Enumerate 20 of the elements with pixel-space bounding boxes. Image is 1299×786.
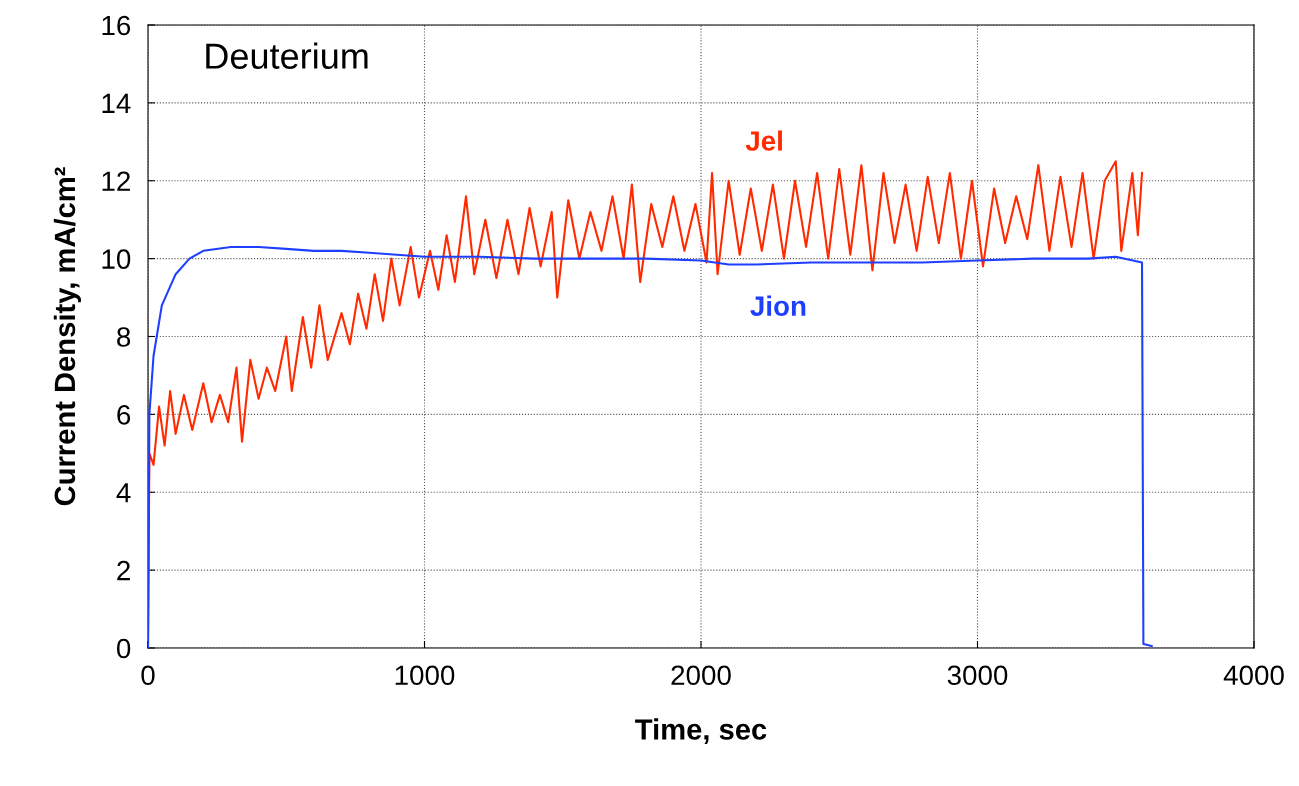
y-tick-label: 6	[117, 405, 131, 425]
y-tick-label: 0	[116, 638, 131, 659]
x-tick-label: 1000	[395, 665, 455, 686]
y-tick-label: 8	[117, 327, 131, 347]
x-tick-label: 2000	[671, 665, 731, 686]
x-tick-label: 3000	[947, 665, 1008, 686]
y-tick-label: 4	[116, 483, 131, 503]
y-axis-title: Current Density, mA/cm²	[53, 167, 81, 506]
y-tick-label: 10	[102, 249, 131, 269]
annotation: Deuterium	[206, 42, 368, 69]
y-tick-label: 12	[102, 171, 130, 191]
y-tick-label: 14	[102, 93, 131, 113]
x-tick-label: 4000	[1223, 665, 1284, 686]
series-label: Jion	[750, 295, 806, 316]
x-axis-title: Time, sec	[635, 718, 767, 744]
series-label: Jel	[745, 130, 782, 151]
y-tick-label: 2	[117, 560, 130, 581]
x-tick-label: 0	[141, 665, 155, 686]
line-series	[148, 245, 1153, 648]
y-tick-label: 16	[102, 15, 131, 36]
